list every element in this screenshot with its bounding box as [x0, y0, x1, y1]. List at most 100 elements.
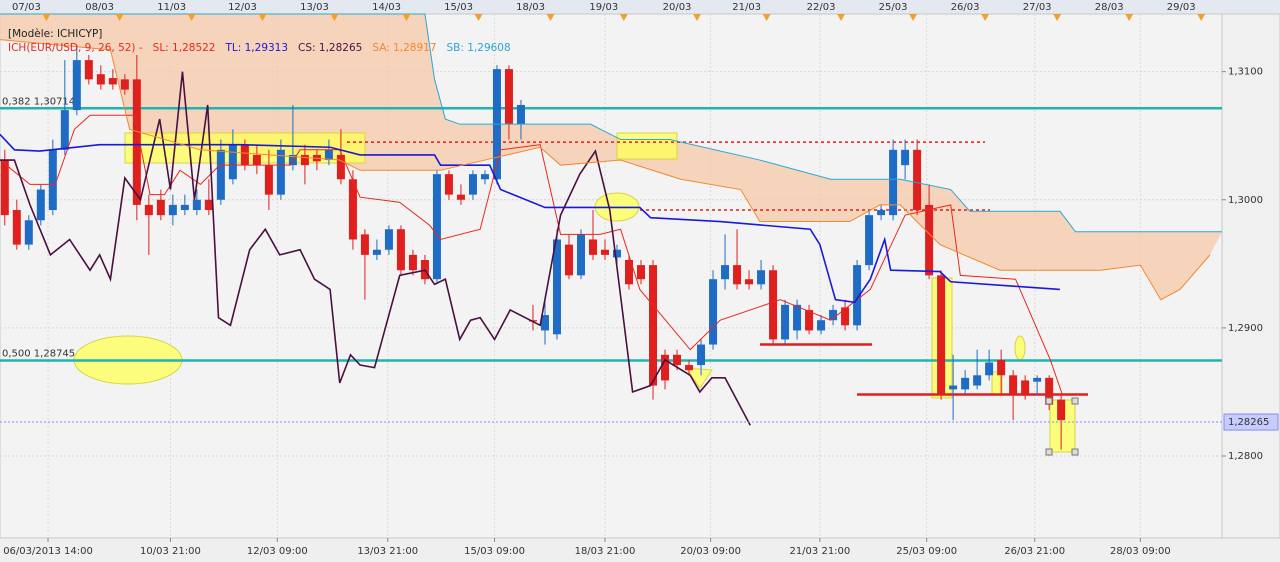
candle-body [96, 74, 105, 85]
legend-entry: SL: 1,28522 [152, 42, 216, 54]
candle-body [721, 265, 730, 280]
candle-body [408, 254, 417, 271]
handle[interactable] [1045, 397, 1053, 405]
legend-row: ICH(EUR/USD, 9, 26, 52) - SL: 1,28522 TL:… [8, 41, 511, 55]
top-date-label: 11/03 [157, 2, 186, 13]
candle-body [0, 160, 9, 216]
candle-body [432, 174, 441, 280]
candle-body [120, 79, 129, 90]
top-date-label: 18/03 [516, 2, 545, 13]
candle-body [745, 279, 754, 285]
candle-body [673, 354, 682, 366]
candle-body [805, 309, 814, 331]
candle-body [384, 229, 393, 250]
candle-body [1045, 377, 1054, 405]
legend-entry: CS: 1,28265 [298, 42, 363, 54]
price-axis [1221, 13, 1280, 539]
candle-body [228, 144, 237, 180]
candle-body [769, 270, 778, 340]
candle-body [817, 320, 826, 331]
candle-body [1009, 375, 1018, 395]
x-tick-label: 20/03 09:00 [680, 546, 741, 557]
candle-body [324, 149, 333, 161]
day-marker [115, 14, 124, 21]
candle-body [240, 144, 249, 166]
candle-body [781, 304, 790, 340]
candle-body [276, 149, 285, 195]
highlight [616, 132, 678, 160]
indicator-line [0, 114, 1063, 395]
top-date-label: 07/03 [12, 2, 41, 13]
handle[interactable] [1071, 448, 1079, 456]
candle-body [865, 215, 874, 266]
top-date-label: 29/03 [1167, 2, 1196, 13]
candle-body [949, 385, 958, 390]
candle-body [564, 244, 573, 276]
candle-body [685, 365, 694, 371]
candle-body [24, 220, 33, 245]
legend-entry: SB: 1,29608 [446, 42, 511, 54]
top-date-label: 27/03 [1023, 2, 1052, 13]
indicator-line [0, 71, 751, 426]
last-price-label: 1,28265 [1228, 417, 1269, 428]
candle-body [204, 199, 213, 211]
candle-body [60, 110, 69, 150]
candle-body [108, 78, 117, 85]
candle-body [84, 60, 93, 80]
top-date-label: 21/03 [732, 2, 761, 13]
highlight [684, 367, 713, 389]
candle-body [48, 149, 57, 211]
level-label: 0,382 1,30714 [2, 96, 75, 107]
candle-body [841, 307, 850, 326]
candle-body [937, 275, 946, 395]
candle-body [649, 265, 658, 386]
candle-body [288, 154, 297, 166]
cloud-fill [0, 14, 1222, 300]
candle-body [192, 199, 201, 211]
candle-body [889, 149, 898, 216]
day-marker [837, 14, 846, 21]
day-marker [330, 14, 339, 21]
candle-body [697, 344, 706, 366]
candle-body [360, 234, 369, 255]
indicator-line [0, 39, 1211, 301]
candle-body [877, 210, 886, 216]
indicator-line [0, 13, 1222, 233]
top-date-label: 13/03 [300, 2, 329, 13]
day-marker [981, 14, 990, 21]
highlight [1014, 335, 1026, 361]
x-tick-label: 18/03 21:00 [575, 546, 636, 557]
x-tick-label: 28/03 09:00 [1110, 546, 1171, 557]
candle-body [132, 79, 141, 205]
x-tick-label: 21/03 21:00 [789, 546, 850, 557]
candle-body [252, 154, 261, 166]
top-date-bar [0, 0, 1280, 14]
handle[interactable] [1045, 448, 1053, 456]
candle-body [348, 179, 357, 240]
x-tick-label: 12/03 09:00 [247, 546, 308, 557]
level-label: 0,500 1,28745 [2, 349, 75, 360]
candle-body [540, 315, 549, 331]
handle[interactable] [1071, 397, 1079, 405]
candle-body [661, 354, 670, 381]
indicator-label: ICH(EUR/USD, 9, 26, 52) - [8, 42, 143, 54]
candle-body [733, 265, 742, 285]
candle-body [1057, 399, 1066, 421]
day-marker [42, 14, 51, 21]
day-marker [187, 14, 196, 21]
day-marker [474, 14, 483, 21]
candle-body [925, 204, 934, 276]
top-date-label: 12/03 [228, 2, 257, 13]
day-marker [1125, 14, 1134, 21]
x-tick-label: 06/03/2013 14:00 [3, 546, 93, 557]
top-date-label: 19/03 [589, 2, 618, 13]
candle-body [829, 309, 838, 321]
model-label: [Modèle: ICHICYP] [8, 28, 103, 40]
candle-body [613, 249, 622, 258]
candle-body [625, 259, 634, 285]
candle-body [72, 60, 81, 111]
day-marker [619, 14, 628, 21]
y-tick-label: 1,2800 [1228, 451, 1263, 462]
day-marker [1053, 14, 1062, 21]
